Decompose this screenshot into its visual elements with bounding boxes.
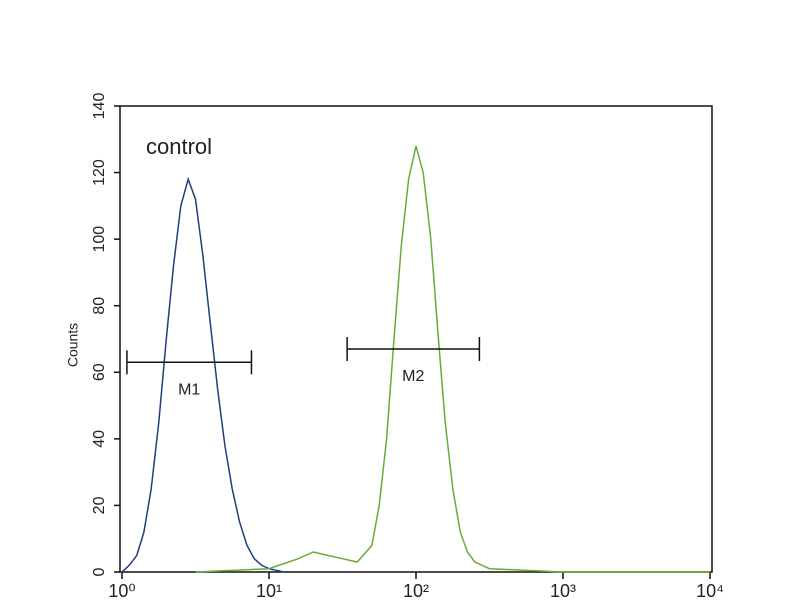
y-tick-label: 60 xyxy=(91,363,108,381)
histogram-line xyxy=(121,176,284,573)
y-tick-label: 40 xyxy=(91,430,108,448)
x-tick-label: 10⁰ xyxy=(108,581,135,600)
x-tick-label: 10³ xyxy=(550,581,576,600)
annotation: control xyxy=(146,134,212,159)
y-tick-label: 0 xyxy=(91,567,108,576)
y-axis-label: Counts xyxy=(65,323,81,367)
x-tick-label: 10¹ xyxy=(256,581,282,600)
x-tick-label: 10² xyxy=(403,581,429,600)
histogram-line xyxy=(195,145,710,573)
plot-frame xyxy=(119,105,713,573)
x-tick-label: 10⁴ xyxy=(696,581,724,600)
y-tick-label: 20 xyxy=(91,496,108,514)
y-tick-label: 120 xyxy=(91,159,108,186)
marker-label: M2 xyxy=(402,368,424,385)
marker-label: M1 xyxy=(178,382,200,399)
y-tick-label: 80 xyxy=(91,297,108,315)
y-tick-label: 140 xyxy=(91,93,108,120)
y-tick-label: 100 xyxy=(91,226,108,253)
